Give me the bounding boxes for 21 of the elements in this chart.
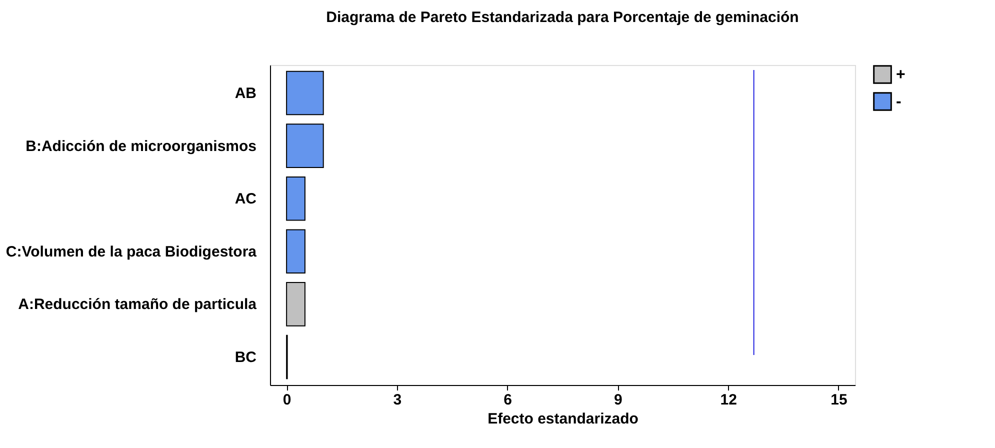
x-tick-label: 9 bbox=[614, 392, 622, 408]
x-axis-title: Efecto estandarizado bbox=[488, 410, 638, 428]
x-tick-label: 15 bbox=[830, 392, 848, 408]
y-tick-label: C:Volumen de la paca Biodigestora bbox=[6, 243, 258, 260]
bar bbox=[286, 70, 324, 116]
y-tick-label: A:Reducción tamaño de particula bbox=[18, 296, 258, 314]
bar bbox=[286, 176, 306, 221]
x-tick-label: 3 bbox=[393, 392, 402, 408]
y-tick-label: AB bbox=[234, 84, 257, 102]
y-tick-label: B:Adicción de microorganismos bbox=[26, 138, 256, 155]
y-tick-label: BC bbox=[234, 349, 257, 366]
bar bbox=[286, 229, 306, 274]
bar bbox=[286, 124, 324, 168]
legend-label: - bbox=[896, 94, 902, 110]
chart-title: Diagrama de Pareto Estandarizada para Porcentaje de geminación bbox=[326, 9, 799, 26]
x-tick-label: 6 bbox=[504, 392, 512, 408]
x-tick-label: 12 bbox=[720, 392, 737, 408]
bar bbox=[286, 282, 306, 326]
x-tick-label: 0 bbox=[282, 392, 292, 408]
y-tick-label: AC bbox=[234, 190, 257, 208]
legend-label: + bbox=[896, 66, 906, 84]
